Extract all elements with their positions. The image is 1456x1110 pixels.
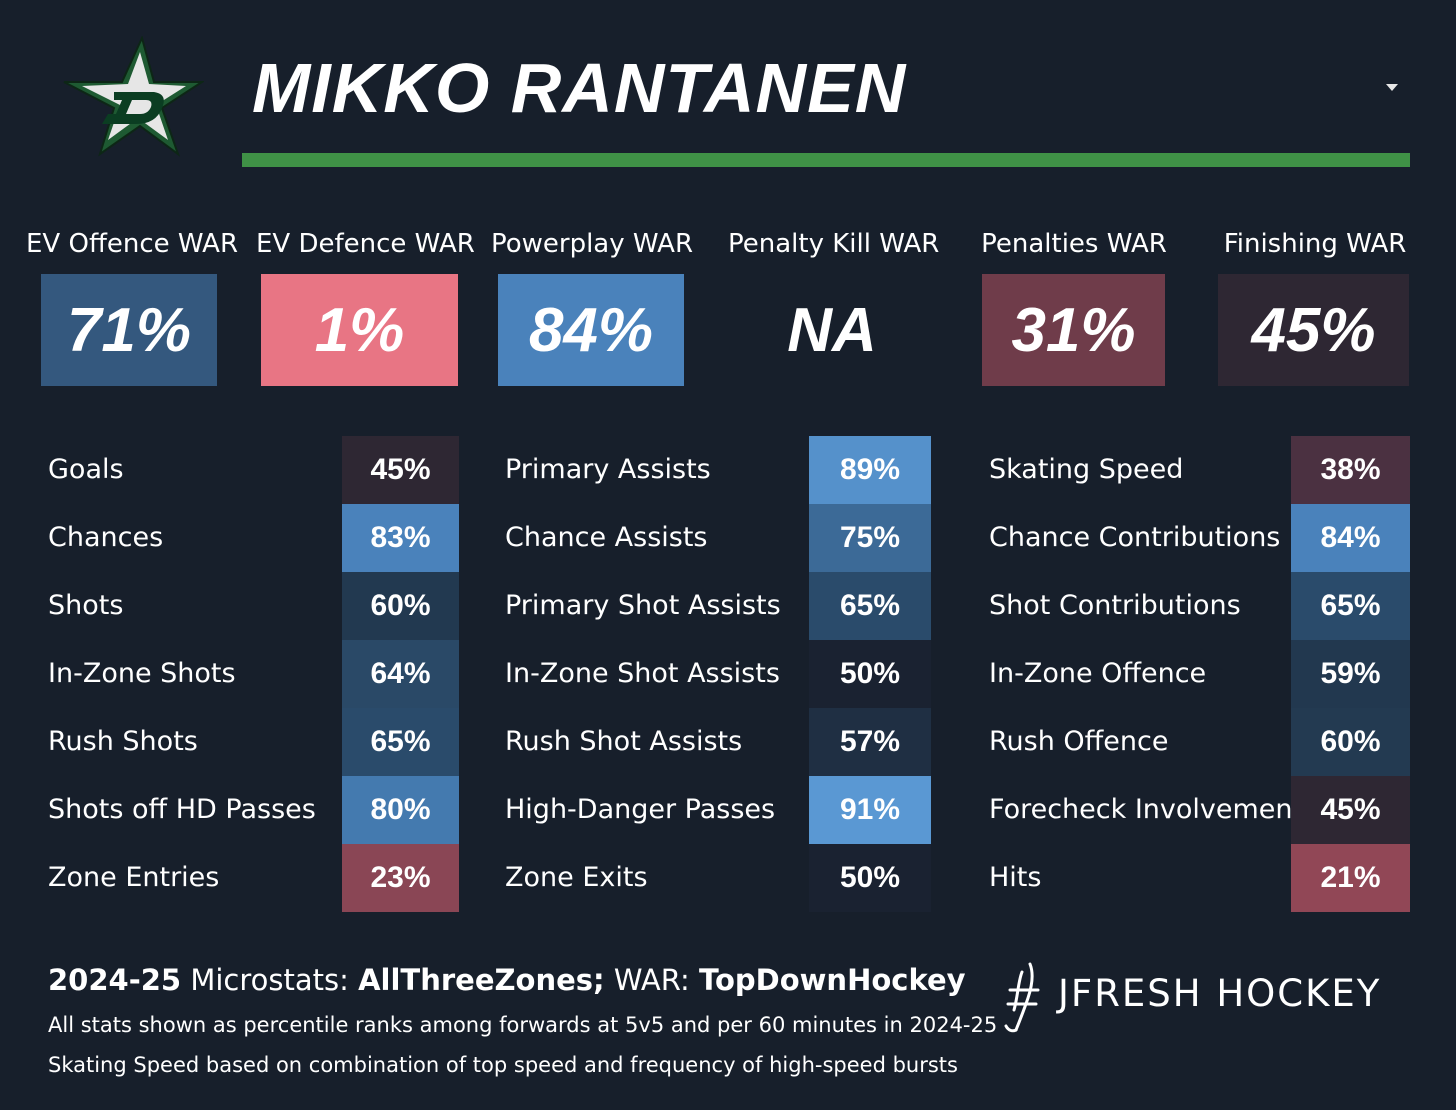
stat-value: 64% bbox=[342, 640, 459, 708]
stat-value: 65% bbox=[1291, 572, 1410, 640]
stat-value: 80% bbox=[342, 776, 459, 844]
war-value: NA bbox=[738, 274, 926, 386]
stat-row: Shots 60% bbox=[0, 572, 470, 640]
stat-row: Zone Entries 23% bbox=[0, 844, 470, 912]
stat-row: In-Zone Offence 59% bbox=[0, 640, 1420, 708]
season-label: 2024-25 bbox=[48, 963, 182, 997]
stat-row: In-Zone Shots 64% bbox=[0, 640, 470, 708]
stat-row: Hits 21% bbox=[0, 844, 1420, 912]
war-label: Powerplay WAR bbox=[490, 229, 694, 259]
stat-label: In-Zone Shots bbox=[48, 658, 236, 689]
stat-row: Zone Exits 50% bbox=[0, 844, 940, 912]
footnote-percentile: All stats shown as percentile ranks amon… bbox=[48, 1013, 998, 1037]
stat-label: Hits bbox=[989, 862, 1042, 893]
stat-row: Chance Contributions 84% bbox=[0, 504, 1420, 572]
stat-row: Primary Shot Assists 65% bbox=[0, 572, 940, 640]
stat-label: Zone Entries bbox=[48, 862, 220, 893]
war-source: TopDownHockey bbox=[699, 963, 966, 997]
stat-label: Primary Assists bbox=[505, 454, 711, 485]
stat-value: 75% bbox=[809, 504, 931, 572]
stat-row: Primary Assists 89% bbox=[0, 436, 940, 504]
stat-row: Forecheck Involvement 45% bbox=[0, 776, 1420, 844]
stat-row: Skating Speed 38% bbox=[0, 436, 1420, 504]
source-credits: 2024-25 Microstats: AllThreeZones; WAR: … bbox=[48, 958, 966, 1002]
war-value: 45% bbox=[1218, 274, 1409, 386]
war-label: Penalties WAR bbox=[981, 229, 1167, 259]
stat-label: Goals bbox=[48, 454, 124, 485]
stat-value: 89% bbox=[809, 436, 931, 504]
war-label: EV Defence WAR bbox=[256, 229, 475, 259]
accent-rule bbox=[242, 153, 1410, 167]
stat-label: Rush Offence bbox=[989, 726, 1169, 757]
war-source-label: WAR: bbox=[604, 963, 700, 997]
stat-label: Zone Exits bbox=[505, 862, 648, 893]
dallas-stars-logo-icon bbox=[63, 36, 204, 157]
stat-label: Rush Shot Assists bbox=[505, 726, 743, 757]
stat-row: Chances 83% bbox=[0, 504, 470, 572]
stat-row: Chance Assists 75% bbox=[0, 504, 940, 572]
war-label: Finishing WAR bbox=[1223, 229, 1407, 259]
stat-label: Primary Shot Assists bbox=[505, 590, 781, 621]
stat-label: In-Zone Shot Assists bbox=[505, 658, 780, 689]
stat-value: 23% bbox=[342, 844, 459, 912]
stat-row: Shot Contributions 65% bbox=[0, 572, 1420, 640]
stat-value: 45% bbox=[342, 436, 459, 504]
stat-value: 65% bbox=[809, 572, 931, 640]
stat-value: 21% bbox=[1291, 844, 1410, 912]
stat-value: 84% bbox=[1291, 504, 1410, 572]
stat-row: Rush Shot Assists 57% bbox=[0, 708, 940, 776]
stat-value: 57% bbox=[809, 708, 931, 776]
stat-label: Chance Contributions bbox=[989, 522, 1281, 553]
stat-value: 60% bbox=[342, 572, 459, 640]
stat-label: Forecheck Involvement bbox=[989, 794, 1304, 825]
microstats-source: AllThreeZones; bbox=[358, 963, 605, 997]
stat-row: High-Danger Passes 91% bbox=[0, 776, 940, 844]
jfresh-logo-icon bbox=[1004, 962, 1040, 1033]
stat-label: Skating Speed bbox=[989, 454, 1184, 485]
stat-value: 91% bbox=[809, 776, 931, 844]
stat-value: 50% bbox=[809, 844, 931, 912]
stat-label: Rush Shots bbox=[48, 726, 198, 757]
stat-label: High-Danger Passes bbox=[505, 794, 776, 825]
stat-value: 50% bbox=[809, 640, 931, 708]
stat-row: Shots off HD Passes 80% bbox=[0, 776, 470, 844]
war-value: 84% bbox=[498, 274, 684, 386]
stat-label: Shot Contributions bbox=[989, 590, 1241, 621]
stat-row: Goals 45% bbox=[0, 436, 470, 504]
stat-row: Rush Offence 60% bbox=[0, 708, 1420, 776]
stat-value: 60% bbox=[1291, 708, 1410, 776]
stat-label: Chances bbox=[48, 522, 164, 553]
stat-label: Chance Assists bbox=[505, 522, 708, 553]
war-value: 71% bbox=[41, 274, 217, 386]
stat-value: 59% bbox=[1291, 640, 1410, 708]
stat-row: In-Zone Shot Assists 50% bbox=[0, 640, 940, 708]
footnote-skating-speed: Skating Speed based on combination of to… bbox=[48, 1053, 958, 1077]
stat-label: Shots bbox=[48, 590, 124, 621]
microstats-label: Microstats: bbox=[181, 963, 359, 997]
player-name-title: MIKKO RANTANEN bbox=[252, 49, 907, 127]
stat-label: In-Zone Offence bbox=[989, 658, 1207, 689]
war-value: 1% bbox=[261, 274, 458, 386]
war-value: 31% bbox=[982, 274, 1165, 386]
stat-label: Shots off HD Passes bbox=[48, 794, 316, 825]
stat-value: 45% bbox=[1291, 776, 1410, 844]
war-label: EV Offence WAR bbox=[26, 229, 239, 259]
dropdown-caret-icon[interactable] bbox=[1386, 84, 1398, 91]
stat-value: 65% bbox=[342, 708, 459, 776]
brand-name: JFRESH HOCKEY bbox=[1058, 972, 1382, 1015]
stat-row: Rush Shots 65% bbox=[0, 708, 470, 776]
stat-value: 38% bbox=[1291, 436, 1410, 504]
stat-value: 83% bbox=[342, 504, 459, 572]
war-label: Penalty Kill WAR bbox=[728, 229, 940, 259]
